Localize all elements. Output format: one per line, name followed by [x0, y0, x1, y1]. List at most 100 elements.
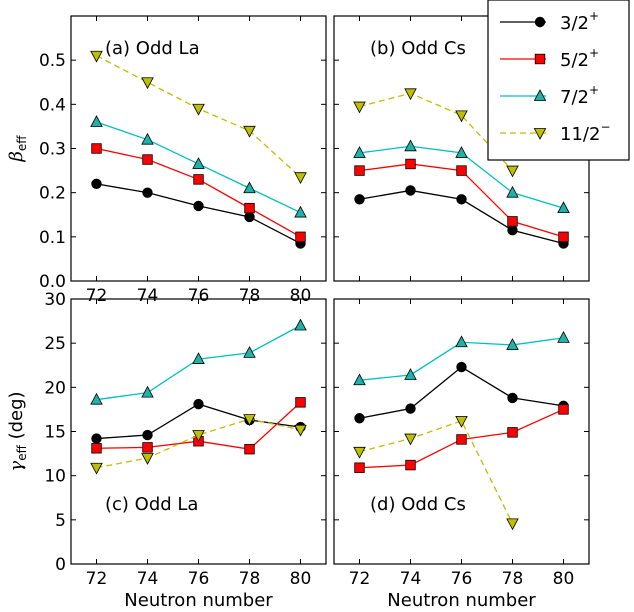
data-point — [404, 368, 417, 380]
series-line — [359, 366, 564, 419]
series-5minus2plus — [354, 404, 569, 473]
x-tick-label: 80 — [290, 286, 312, 306]
data-point — [354, 462, 365, 473]
data-point — [507, 392, 518, 404]
data-point — [244, 443, 255, 455]
data-point — [456, 165, 467, 176]
legend-parity: + — [589, 46, 599, 60]
data-point — [193, 398, 204, 410]
data-point — [405, 185, 416, 196]
data-point — [404, 88, 417, 101]
panel-d: 72 74 76 78 80 (d) Odd Cs Neutron number — [333, 298, 590, 611]
data-point — [353, 446, 366, 459]
legend-parity: + — [589, 83, 599, 97]
x-axis-label: Neutron number — [387, 590, 536, 611]
panel-a: 72 74 76 78 80 0.0 0.1 0.2 0.3 0.4 0.5 (a) Odd La βe… — [6, 15, 327, 306]
y-axis-symbol: β — [6, 151, 27, 162]
data-point — [244, 211, 255, 223]
data-point — [91, 443, 102, 454]
data-point — [295, 397, 306, 408]
data-point — [354, 165, 365, 176]
series-7minus2plus — [90, 115, 307, 218]
y-tick-label: 0.4 — [39, 95, 66, 115]
data-point — [141, 132, 154, 145]
series-7minus2plus — [353, 331, 570, 386]
data-point — [90, 115, 103, 127]
x-tick-label: 72 — [349, 569, 371, 589]
legend-entry: 3/2+ — [500, 9, 599, 34]
y-tick-label: 0.2 — [39, 184, 66, 204]
data-point — [353, 146, 366, 158]
data-point — [506, 185, 519, 198]
data-point — [506, 338, 519, 350]
y-axis-subscript: eff — [15, 444, 29, 460]
data-point — [142, 154, 153, 165]
panel-label: (c) Odd La — [105, 494, 198, 515]
data-point — [193, 200, 204, 212]
x-tick-label: 80 — [553, 569, 575, 589]
data-point — [353, 373, 366, 386]
data-point — [405, 459, 416, 471]
series-line — [359, 92, 513, 172]
legend-numerator: 7 — [560, 87, 571, 108]
panel-label: (b) Odd Cs — [370, 38, 466, 59]
y-tick-label: 25 — [44, 334, 66, 354]
x-tick-label: 76 — [188, 286, 210, 306]
panel-c: 72 74 76 78 80 0 5 10 15 20 25 30 (c) Odd La Neutron … — [6, 290, 327, 611]
data-point — [507, 216, 518, 227]
y-tick-label: 20 — [44, 378, 66, 398]
data-point — [192, 430, 205, 442]
series-5minus2plus — [354, 158, 569, 243]
y-tick-label: 15 — [44, 423, 66, 443]
y-axis-symbol: γ — [6, 461, 27, 472]
data-point — [90, 392, 103, 405]
data-point — [507, 225, 518, 236]
data-point — [142, 429, 153, 441]
data-point — [91, 143, 102, 154]
x-tick-label: 78 — [502, 569, 524, 589]
data-point — [558, 231, 569, 243]
legend-label: 3/2+ — [560, 9, 599, 34]
x-tick-label: 74 — [137, 286, 159, 306]
legend-label: 5/2+ — [560, 46, 599, 71]
plot-frame — [70, 298, 327, 565]
legend-entry: 5/2+ — [500, 46, 599, 71]
data-point — [455, 335, 468, 348]
data-point — [244, 202, 255, 214]
data-point — [90, 50, 103, 63]
x-tick-label: 78 — [239, 286, 261, 306]
data-point — [455, 110, 468, 123]
x-tick-label: 76 — [188, 569, 210, 589]
data-point — [142, 442, 153, 453]
x-tick-label: 76 — [451, 569, 473, 589]
legend-slash: / — [571, 87, 578, 108]
data-point — [405, 158, 416, 170]
data-point — [507, 427, 518, 438]
data-point — [557, 331, 570, 343]
x-tick-label: 78 — [239, 569, 261, 589]
legend-slash: / — [571, 50, 578, 71]
legend-denominator: 2 — [578, 87, 589, 108]
plot-frame — [70, 15, 327, 282]
data-point — [557, 201, 570, 214]
series-11minus2- — [90, 414, 307, 475]
y-tick-label: 0.5 — [39, 51, 66, 71]
data-point — [294, 172, 307, 185]
data-point — [294, 424, 307, 437]
legend-box — [487, 0, 630, 161]
data-point — [404, 139, 417, 152]
legend-marker-triangle-down — [533, 128, 547, 140]
data-point — [354, 194, 365, 205]
data-point — [456, 434, 467, 445]
x-tick-label: 74 — [400, 569, 422, 589]
legend-marker-square — [534, 53, 546, 65]
data-point — [455, 146, 468, 158]
data-point — [353, 101, 366, 114]
x-tick-label: 72 — [86, 286, 108, 306]
data-point — [295, 231, 306, 243]
legend-numerator: 11 — [560, 124, 583, 145]
data-point — [243, 125, 256, 138]
panel-label: (a) Odd La — [105, 38, 200, 59]
y-axis-subscript: eff — [15, 135, 29, 151]
